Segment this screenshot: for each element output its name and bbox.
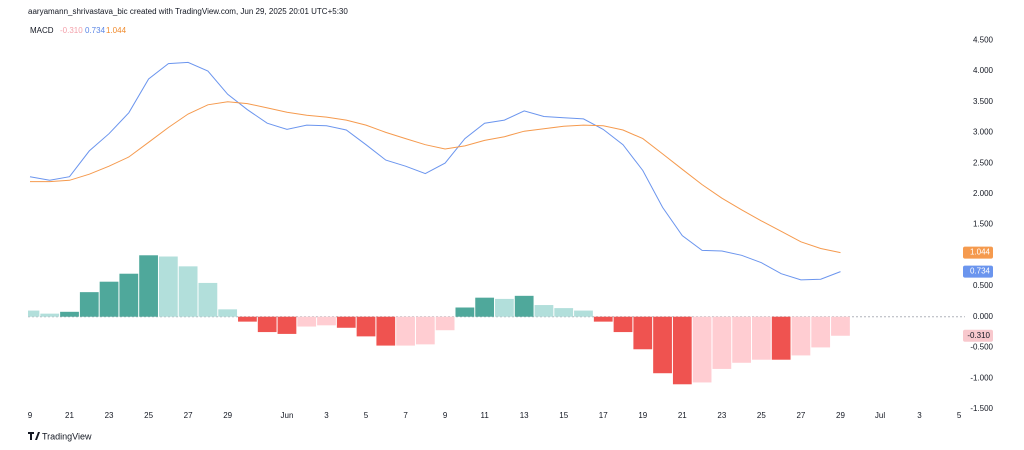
y-tick-label: 3.000 [973,128,994,137]
x-tick-label: 23 [105,411,114,420]
x-tick-label: 11 [480,411,489,420]
histogram-bar [158,256,178,317]
x-tick-label: 7 [403,411,408,420]
price-tag [963,246,993,259]
histogram-bar [435,316,455,331]
histogram-bar [791,316,811,356]
histogram-bar [732,316,752,363]
histogram-bar [495,298,514,317]
histogram-bar [415,316,435,345]
y-tick-label: 2.500 [973,158,994,167]
x-tick-label: 29 [836,411,845,420]
price-tag [963,265,993,278]
histogram-bar [139,255,158,317]
x-tick-label: 27 [184,411,193,420]
histogram-bar [712,316,732,369]
histogram-bar [752,316,771,360]
y-tick-label: 2.000 [973,189,994,198]
histogram-bar [317,316,336,326]
y-tick-label: -1.500 [970,404,993,413]
histogram-bar [28,310,40,317]
line-series [30,101,841,254]
y-tick-label: 4.500 [973,35,994,44]
histogram-bar [692,316,712,383]
y-tick-label: 4.000 [973,66,994,75]
x-tick-label: 3 [917,411,922,420]
histogram-bar [376,316,396,346]
y-tick-label: 0.500 [973,281,994,290]
x-tick-label: 9 [443,411,448,420]
legend-histogram: -0.310 [60,26,83,35]
histogram-bar [119,273,139,317]
price-tag-label: -0.310 [967,331,990,340]
x-tick-label: 5 [364,411,369,420]
price-tag [963,329,993,342]
histogram-bar [672,316,692,385]
histogram-bar [633,316,653,350]
histogram-bar [534,305,554,317]
x-tick-label: 25 [144,411,153,420]
legend-label: MACD [30,26,54,35]
histogram-bar [554,308,574,317]
histogram-bar [653,316,672,374]
histogram-bar [257,316,277,333]
legend-macd: 0.734 [85,26,106,35]
histogram-bar [79,292,99,317]
y-tick-label: -1.000 [970,373,993,382]
histogram-bar [593,316,613,322]
histogram-bar [396,316,415,346]
x-tick-label: 21 [65,411,74,420]
histogram-bar [178,266,198,317]
header: aaryamann_shrivastava_bic created with T… [28,7,348,16]
x-tick-label: 15 [559,411,568,420]
histogram-bar [297,316,317,327]
x-tick-label: 9 [28,411,33,420]
histogram-bar [613,316,633,333]
histogram-bar [238,316,257,322]
legend-signal: 1.044 [106,26,127,35]
histogram-bar [40,313,60,317]
y-tick-label: 0.000 [973,312,994,321]
line-series [29,61,841,281]
histogram-bar [277,316,297,334]
y-tick-label: 1.500 [973,220,994,229]
x-tick-label: Jul [875,411,885,420]
footer: TradingView [42,431,92,441]
x-tick-label: 25 [757,411,766,420]
x-tick-label: 13 [520,411,529,420]
price-tag-label: 0.734 [970,267,991,276]
x-tick-label: 19 [638,411,647,420]
histogram-bar [514,295,534,317]
histogram-bar [475,297,495,317]
histogram-bar [831,316,850,336]
logo [28,432,40,440]
x-tick-label: 21 [678,411,687,420]
price-tag-label: 1.044 [970,248,991,257]
histogram-bar [455,307,475,317]
y-tick-label: -0.500 [970,343,993,352]
x-tick-label: 23 [717,411,726,420]
histogram-bar [99,281,119,317]
histogram-bar [574,310,593,317]
histogram-bar [336,316,356,328]
x-tick-label: 27 [796,411,805,420]
x-tick-label: 3 [324,411,329,420]
y-tick-label: 3.500 [973,97,994,106]
histogram-bar [811,316,831,348]
histogram-bar [356,316,376,337]
histogram-bar [198,282,218,317]
histogram-bar [218,309,238,317]
x-tick-label: 5 [957,411,962,420]
x-tick-label: 29 [223,411,232,420]
histogram-bar [771,316,791,360]
histogram-bar [60,311,79,317]
x-tick-label: Jun [281,411,294,420]
x-tick-label: 17 [599,411,608,420]
